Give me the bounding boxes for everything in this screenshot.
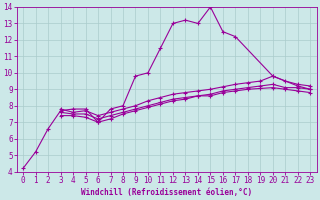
X-axis label: Windchill (Refroidissement éolien,°C): Windchill (Refroidissement éolien,°C) <box>81 188 252 197</box>
